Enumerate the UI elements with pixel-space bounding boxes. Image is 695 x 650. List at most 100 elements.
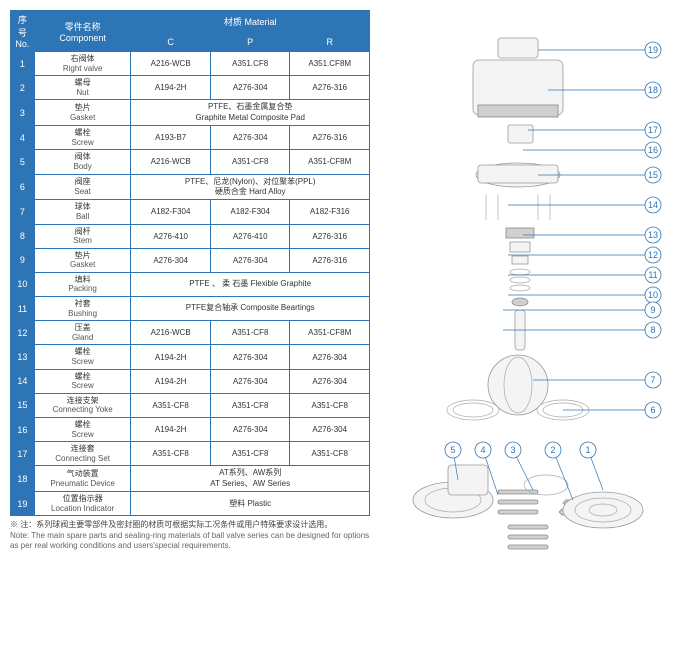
th-mat-en: Material	[244, 17, 276, 27]
row-component: 螺母Nut	[34, 76, 131, 100]
row-material-p: A182-F304	[210, 200, 290, 224]
row-material-c: A193-B7	[131, 126, 211, 150]
row-number: 1	[11, 52, 35, 76]
row-number: 11	[11, 297, 35, 321]
row-component: 垫片Gasket	[34, 248, 131, 272]
table-row: 3垫片GasketPTFE、石墨金属复合垫Graphite Metal Comp…	[11, 100, 370, 126]
row-material-r: A351-CF8M	[290, 321, 370, 345]
row-number: 4	[11, 126, 35, 150]
note-prefix-en: Note:	[10, 531, 29, 540]
row-material-span: 塑料 Plastic	[131, 492, 370, 516]
callout-label-16: 16	[648, 145, 658, 155]
row-component: 垫片Gasket	[34, 100, 131, 126]
row-material-r: A351-CF8	[290, 393, 370, 417]
row-material-p: A276-304	[210, 369, 290, 393]
exploded-diagram: 19181716151413121110987654321	[378, 10, 678, 580]
table-row: 7球体BallA182-F304A182-F304A182-F316	[11, 200, 370, 224]
row-material-p: A276-304	[210, 345, 290, 369]
callout-label-18: 18	[648, 85, 658, 95]
footnote: ※ 注：系列球阀主要零部件及密封圈的材质可根据实际工况条件或用户特殊要求设计选用…	[10, 520, 370, 551]
th-no-en: No.	[15, 39, 29, 49]
th-c: C	[131, 33, 211, 52]
row-number: 16	[11, 418, 35, 442]
row-material-r: A276-304	[290, 369, 370, 393]
row-material-c: A194-2H	[131, 345, 211, 369]
callout-label-15: 15	[648, 170, 658, 180]
row-material-r: A351-CF8M	[290, 150, 370, 174]
row-material-p: A351.CF8	[210, 52, 290, 76]
callout-label-6: 6	[650, 405, 655, 415]
row-material-r: A276-316	[290, 224, 370, 248]
callout-label-19: 19	[648, 45, 658, 55]
table-row: 17连接套Connecting SetA351-CF8A351-CF8A351-…	[11, 442, 370, 466]
note-en: The main spare parts and sealing-ring ma…	[10, 531, 369, 550]
row-number: 2	[11, 76, 35, 100]
row-material-span: PTFE、石墨金属复合垫Graphite Metal Composite Pad	[131, 100, 370, 126]
row-material-span: PTFE 、 柔 石墨 Flexible Graphite	[131, 272, 370, 296]
row-number: 7	[11, 200, 35, 224]
row-number: 19	[11, 492, 35, 516]
row-material-span: PTFE、尼龙(Nylon)、对位聚苯(PPL)硬质合金 Hard Alloy	[131, 174, 370, 200]
bom-table-container: 序号 No. 零件名称 Component 材质 Material C P	[10, 10, 370, 582]
callout-label-13: 13	[648, 230, 658, 240]
th-comp: 零件名称 Component	[34, 11, 131, 52]
row-number: 9	[11, 248, 35, 272]
row-material-r: A276-304	[290, 345, 370, 369]
row-number: 17	[11, 442, 35, 466]
row-number: 3	[11, 100, 35, 126]
row-component: 右阀体Right valve	[34, 52, 131, 76]
row-material-c: A276-304	[131, 248, 211, 272]
th-mat: 材质 Material	[131, 11, 370, 33]
note-cn: 系列球阀主要零部件及密封圈的材质可根据实际工况条件或用户特殊要求设计选用。	[36, 520, 332, 529]
table-row: 13螺栓ScrewA194-2HA276-304A276-304	[11, 345, 370, 369]
table-row: 1右阀体Right valveA216-WCBA351.CF8A351.CF8M	[11, 52, 370, 76]
row-component: 填料Packing	[34, 272, 131, 296]
row-material-p: A276-410	[210, 224, 290, 248]
th-r: R	[290, 33, 370, 52]
row-number: 13	[11, 345, 35, 369]
callout-label-10: 10	[648, 290, 658, 300]
row-material-c: A216-WCB	[131, 52, 211, 76]
callout-label-14: 14	[648, 200, 658, 210]
exploded-diagram-container: 19181716151413121110987654321	[378, 10, 685, 582]
row-component: 螺栓Screw	[34, 369, 131, 393]
note-prefix-cn: ※ 注：	[10, 520, 36, 529]
row-material-c: A216-WCB	[131, 150, 211, 174]
row-material-c: A194-2H	[131, 418, 211, 442]
row-material-c: A194-2H	[131, 369, 211, 393]
th-comp-cn: 零件名称	[65, 22, 101, 32]
row-material-c: A351-CF8	[131, 393, 211, 417]
row-material-r: A351.CF8M	[290, 52, 370, 76]
callout-label-1: 1	[585, 445, 590, 455]
row-component: 螺栓Screw	[34, 345, 131, 369]
row-material-c: A276-410	[131, 224, 211, 248]
table-row: 4螺栓ScrewA193-B7A276-304A276-316	[11, 126, 370, 150]
th-no-cn: 序号	[18, 15, 27, 38]
row-material-p: A276-304	[210, 418, 290, 442]
callout-label-12: 12	[648, 250, 658, 260]
row-number: 5	[11, 150, 35, 174]
row-material-r: A276-316	[290, 76, 370, 100]
table-row: 18气动装置Pneumatic DeviceAT系列、AW系列AT Series…	[11, 466, 370, 492]
row-material-c: A182-F304	[131, 200, 211, 224]
row-component: 球体Ball	[34, 200, 131, 224]
table-row: 14螺栓ScrewA194-2HA276-304A276-304	[11, 369, 370, 393]
row-material-p: A276-304	[210, 126, 290, 150]
th-comp-en: Component	[59, 33, 106, 43]
callout-label-7: 7	[650, 375, 655, 385]
row-component: 阀杆Stem	[34, 224, 131, 248]
row-number: 8	[11, 224, 35, 248]
row-component: 阀座Seat	[34, 174, 131, 200]
table-row: 10填料PackingPTFE 、 柔 石墨 Flexible Graphite	[11, 272, 370, 296]
row-component: 螺栓Screw	[34, 418, 131, 442]
row-material-p: A351-CF8	[210, 321, 290, 345]
table-row: 5阀体BodyA216-WCBA351-CF8A351-CF8M	[11, 150, 370, 174]
table-row: 2螺母NutA194-2HA276-304A276-316	[11, 76, 370, 100]
row-material-span: AT系列、AW系列AT Series、AW Series	[131, 466, 370, 492]
row-component: 气动装置Pneumatic Device	[34, 466, 131, 492]
callout-label-5: 5	[450, 445, 455, 455]
th-mat-cn: 材质	[224, 17, 242, 27]
table-row: 6阀座SeatPTFE、尼龙(Nylon)、对位聚苯(PPL)硬质合金 Hard…	[11, 174, 370, 200]
table-row: 9垫片GasketA276-304A276-304A276-316	[11, 248, 370, 272]
row-material-span: PTFE复合轴承 Composite Beartings	[131, 297, 370, 321]
